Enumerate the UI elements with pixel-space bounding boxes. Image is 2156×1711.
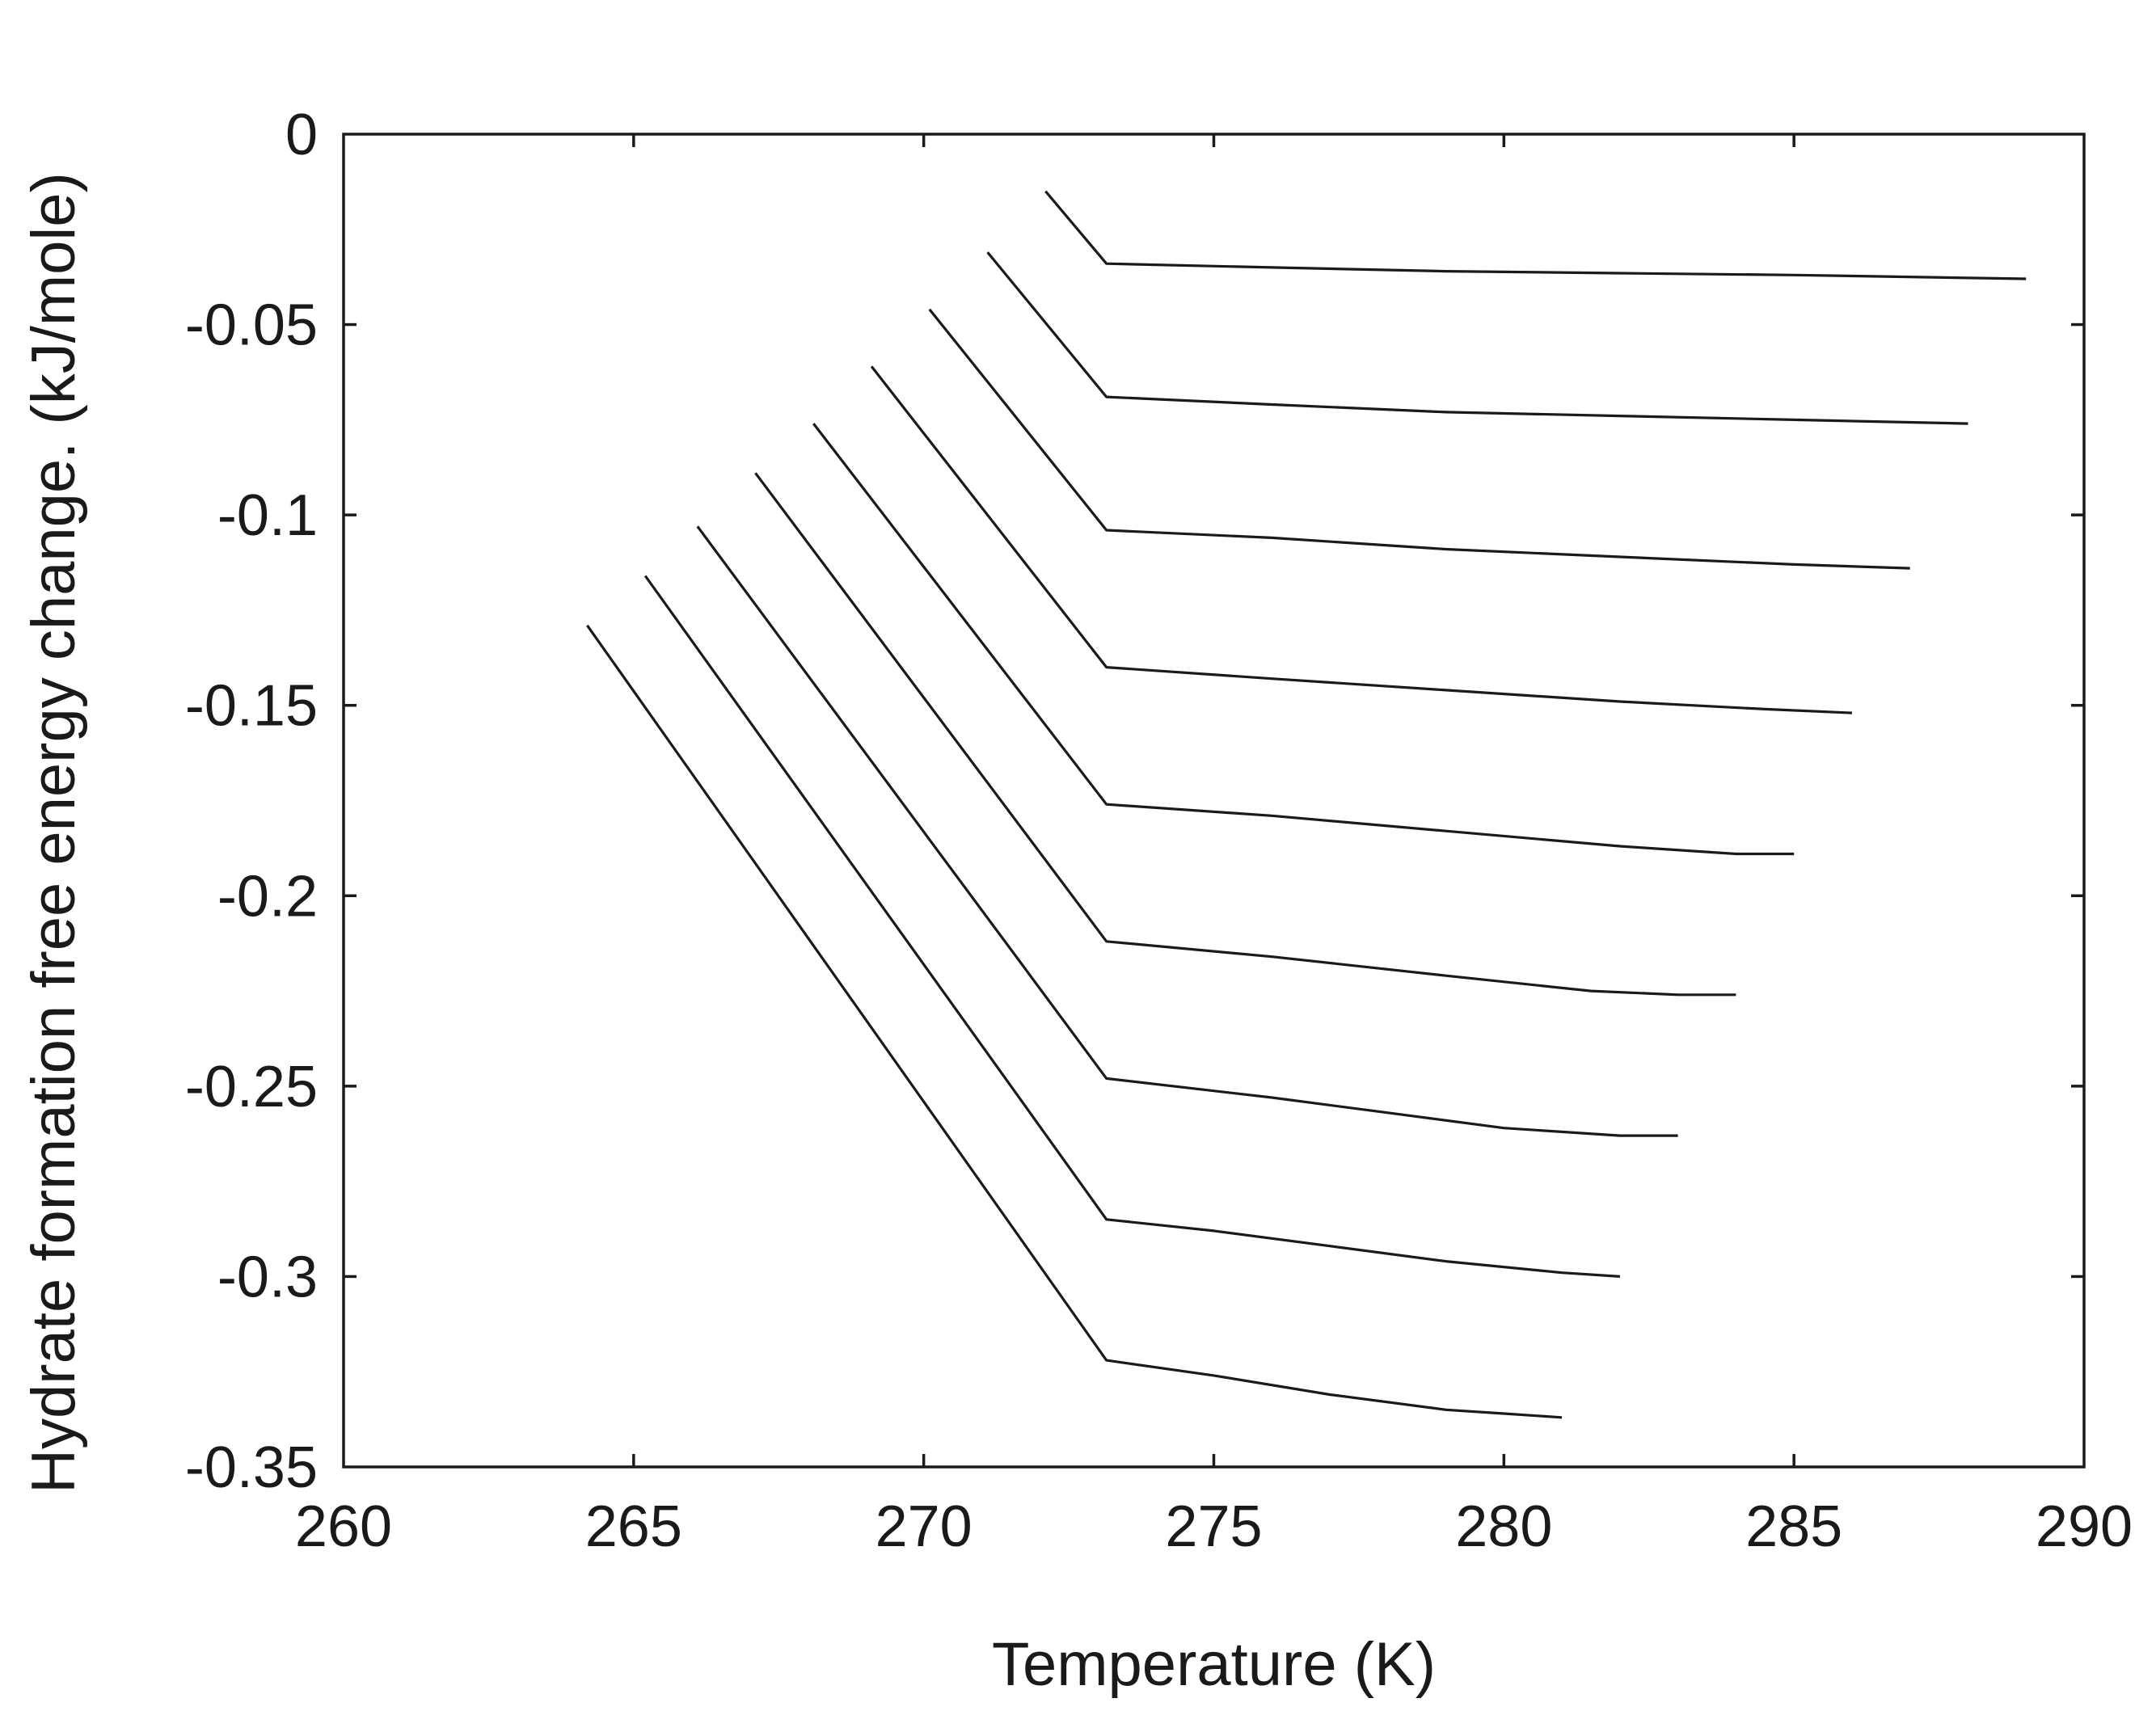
series-line-4 [870, 365, 1852, 714]
y-tick-label: 0 [285, 103, 318, 167]
x-tick-label: 270 [875, 1494, 973, 1559]
series-line-9 [586, 624, 1563, 1419]
y-tick-label: -0.15 [185, 674, 318, 739]
y-tick-label: -0.1 [217, 483, 318, 548]
series-line-3 [928, 308, 1910, 570]
x-tick-label: 260 [295, 1494, 392, 1559]
x-tick-label: 290 [2036, 1494, 2133, 1559]
axis-ticks: 260 265 270 275 280 285 290 0 -0.05 -0.1 -0.15 -0.2… [185, 103, 2133, 1559]
series-line-2 [986, 251, 1968, 425]
y-tick-label: -0.3 [217, 1245, 318, 1309]
x-tick-label: 280 [1455, 1494, 1552, 1559]
y-tick-label: -0.2 [217, 864, 318, 929]
series-line-5 [812, 423, 1795, 856]
x-axis-title: Temperature (K) [992, 1630, 1436, 1699]
x-tick-label: 285 [1745, 1494, 1842, 1559]
y-tick-label: -0.05 [185, 293, 318, 358]
series-line-6 [754, 472, 1736, 997]
series-line-1 [1044, 190, 2027, 280]
x-tick-label: 265 [585, 1494, 682, 1559]
series-line-7 [696, 525, 1678, 1137]
x-tick-label: 275 [1165, 1494, 1262, 1559]
plot-frame [342, 133, 2086, 1469]
y-axis-title: Hydrate formation free energy change. (k… [19, 172, 88, 1494]
plot-area [342, 133, 2086, 1469]
y-tick-label: -0.25 [185, 1055, 318, 1119]
y-tick-label: -0.35 [185, 1435, 318, 1500]
series-line-8 [643, 575, 1621, 1278]
